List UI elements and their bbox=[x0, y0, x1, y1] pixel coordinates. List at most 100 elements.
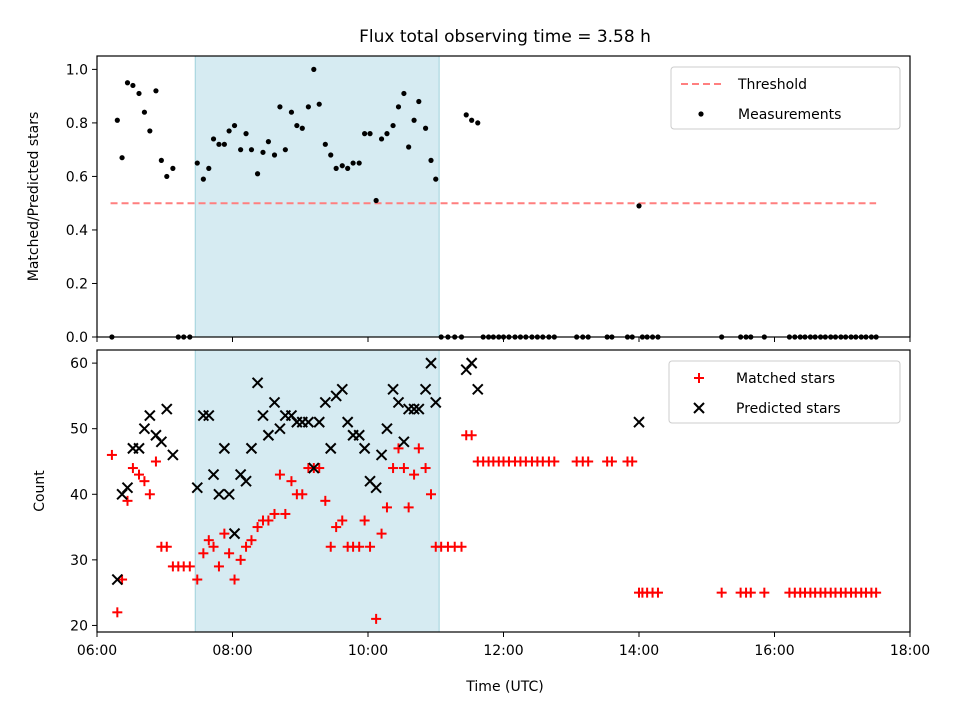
matched-point bbox=[274, 469, 285, 480]
predicted-point bbox=[398, 436, 410, 448]
x-stroke bbox=[336, 383, 348, 396]
measurement-point bbox=[147, 128, 153, 134]
measurement-point bbox=[119, 155, 125, 161]
measurement-point bbox=[469, 117, 475, 123]
measurement-point bbox=[378, 136, 385, 142]
measurement-point bbox=[395, 104, 402, 110]
ratio-panel: 0.0 0.2 0.4 0.6 0.8 1.0 Matched/Predicted star… bbox=[26, 55, 911, 346]
measurement-point bbox=[350, 160, 356, 166]
x-stroke bbox=[144, 409, 156, 422]
x-tick-label: 12:00 bbox=[483, 643, 523, 659]
predicted-point bbox=[308, 462, 320, 474]
y-tick-label: 0.4 bbox=[66, 223, 88, 239]
x-stroke bbox=[364, 475, 376, 487]
y-tick-label: 0.2 bbox=[66, 276, 88, 292]
x-axis-label: Time (UTC) bbox=[465, 679, 543, 695]
predicted-point bbox=[419, 383, 432, 396]
measurement-point bbox=[265, 139, 272, 145]
x-stroke bbox=[308, 462, 320, 474]
matched-point bbox=[627, 456, 638, 467]
x-stroke bbox=[430, 396, 442, 409]
measurement-point bbox=[416, 98, 422, 105]
x-tick-label: 14:00 bbox=[619, 643, 659, 659]
y-tick-label: 0.6 bbox=[66, 169, 88, 185]
matched-point bbox=[252, 522, 263, 533]
matched-point bbox=[398, 463, 409, 474]
x-stroke bbox=[245, 442, 258, 455]
y-axis-label: Matched/Predicted stars bbox=[26, 112, 42, 282]
predicted-point bbox=[465, 357, 478, 369]
matched-point bbox=[381, 502, 392, 513]
measurement-point bbox=[367, 131, 373, 137]
measurement-point bbox=[294, 122, 300, 129]
predicted-point bbox=[262, 429, 275, 441]
matched-point bbox=[871, 587, 882, 598]
x-stroke bbox=[341, 416, 354, 428]
x-stroke bbox=[251, 377, 264, 389]
y-tick-label: 20 bbox=[70, 618, 88, 634]
measurement-point bbox=[136, 90, 142, 97]
legend-matched-swatch bbox=[694, 373, 704, 383]
matched-point bbox=[280, 508, 291, 519]
measurement-point bbox=[170, 165, 176, 171]
x-stroke bbox=[425, 357, 437, 369]
y-tick-label: 50 bbox=[70, 422, 88, 438]
matched-point bbox=[150, 456, 161, 467]
x-tick-label: 18:00 bbox=[890, 643, 930, 659]
x-stroke bbox=[285, 409, 298, 422]
measurement-point bbox=[411, 117, 417, 123]
measurement-point bbox=[141, 109, 148, 115]
matched-point bbox=[745, 587, 756, 598]
matched-point bbox=[235, 554, 246, 565]
predicted-point bbox=[223, 488, 235, 500]
x-stroke bbox=[413, 403, 425, 415]
x-stroke bbox=[133, 442, 145, 455]
predicted-point bbox=[302, 416, 315, 428]
x-stroke bbox=[370, 482, 382, 494]
matched-point bbox=[184, 561, 195, 572]
predicted-point bbox=[353, 429, 365, 441]
measurement-point bbox=[339, 163, 345, 169]
predicted-point bbox=[319, 396, 332, 409]
matched-point bbox=[203, 535, 214, 546]
matched-point bbox=[456, 541, 467, 552]
matched-point bbox=[403, 502, 414, 513]
measurement-point bbox=[401, 90, 407, 97]
y-tick-label: 0.8 bbox=[66, 116, 88, 132]
matched-point bbox=[286, 476, 297, 487]
count-panel: 20 30 40 50 60 Count 06:00 08:00 10:00 12:00 14:00… bbox=[32, 349, 930, 659]
predicted-point bbox=[191, 482, 203, 494]
legend-label: Matched stars bbox=[736, 371, 835, 387]
y-tick-label: 40 bbox=[70, 487, 88, 503]
x-stroke bbox=[274, 422, 286, 435]
x-stroke bbox=[633, 416, 645, 428]
x-stroke bbox=[381, 422, 393, 435]
x-stroke bbox=[150, 429, 162, 441]
x-stroke bbox=[387, 383, 399, 396]
x-stroke bbox=[223, 488, 235, 500]
matched-point bbox=[144, 489, 155, 500]
y-tick-label: 30 bbox=[70, 553, 88, 569]
predicted-point bbox=[228, 527, 241, 540]
predicted-point bbox=[274, 422, 286, 435]
measurement-point bbox=[260, 149, 266, 155]
measurement-point bbox=[277, 104, 283, 110]
predicted-point bbox=[633, 416, 645, 428]
matched-point bbox=[122, 495, 133, 506]
matched-point bbox=[229, 574, 240, 585]
measurement-point bbox=[164, 173, 170, 180]
measurement-point bbox=[373, 197, 379, 204]
x-stroke bbox=[398, 436, 410, 448]
matched-point bbox=[106, 449, 117, 460]
predicted-point bbox=[370, 482, 382, 494]
x-stroke bbox=[353, 429, 365, 441]
matched-point bbox=[606, 456, 617, 467]
x-stroke bbox=[257, 409, 269, 422]
predicted-point bbox=[387, 383, 399, 396]
measurement-point bbox=[463, 112, 469, 118]
matched-point bbox=[297, 489, 308, 500]
measurement-point bbox=[231, 122, 238, 129]
measurement-point bbox=[114, 117, 120, 123]
measurement-point bbox=[305, 104, 311, 110]
